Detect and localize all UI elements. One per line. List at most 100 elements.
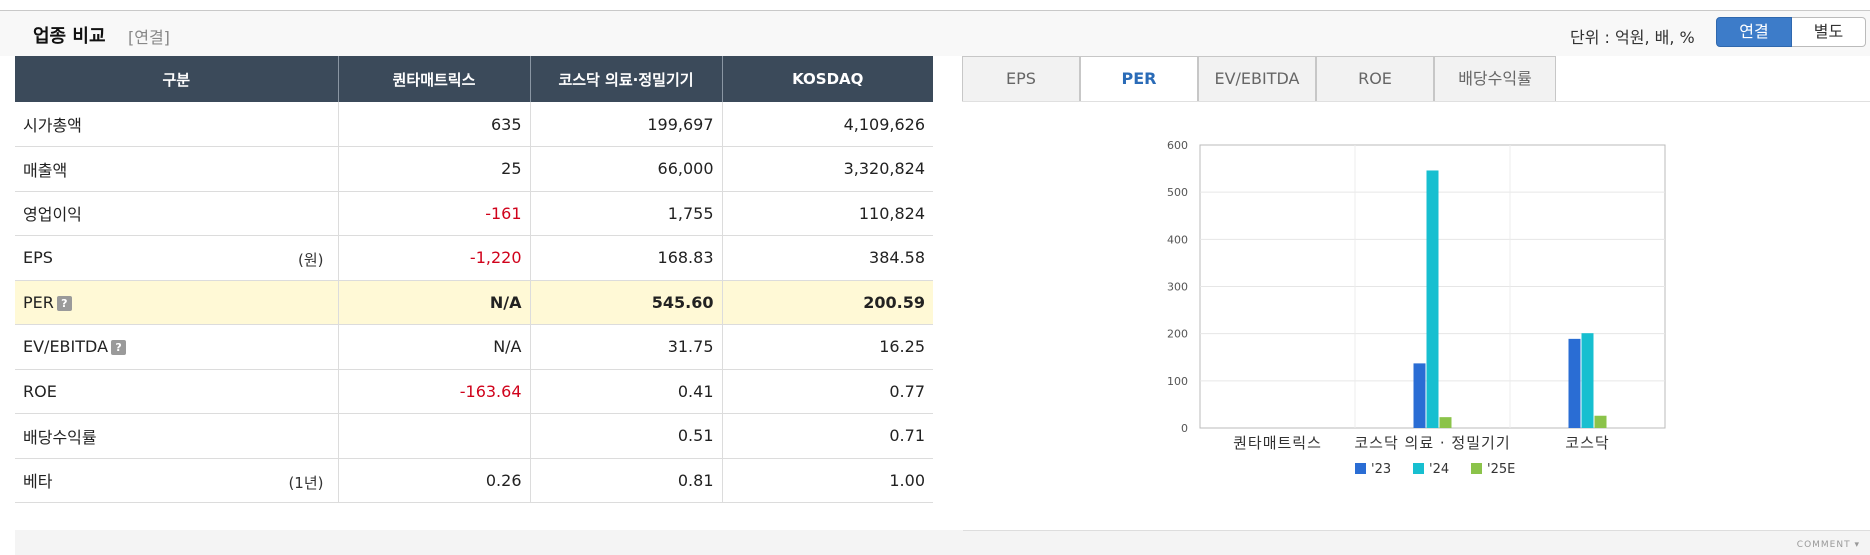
value-cell: 0.51 — [530, 413, 723, 459]
row-label: 영업이익 — [23, 205, 82, 225]
table-row: 영업이익 -161 1,755 110,824 — [15, 191, 933, 236]
value-cell: 110,824 — [722, 191, 933, 236]
table-row: ROE -163.64 0.41 0.77 — [15, 369, 933, 414]
row-label: 매출액 — [23, 160, 68, 180]
row-label: EPS — [23, 248, 53, 268]
y-tick-label: 0 — [1181, 422, 1188, 435]
value-cell: N/A — [338, 324, 531, 370]
table-body: 시가총액 635 199,697 4,109,626 매출액 25 66,000 3,320,… — [15, 102, 933, 503]
tab-dividend-yield[interactable]: 배당수익률 — [1434, 56, 1556, 102]
row-label-cell: 시가총액 — [15, 102, 339, 147]
value-cell: -161 — [338, 191, 531, 236]
value-cell: 0.77 — [722, 369, 933, 414]
row-unit-note: (1년) — [288, 473, 324, 492]
industry-comparison-table: 구분 퀀타매트릭스 코스닥 의료·정밀기기 KOSDAQ 시가총액 635 199,697… — [15, 56, 933, 503]
value-cell: -1,220 — [338, 235, 531, 281]
row-label: PER — [23, 292, 54, 312]
row-label: ROE — [23, 381, 57, 401]
value-cell: 3,320,824 — [722, 146, 933, 192]
bar — [1439, 417, 1452, 428]
tab-evebitda[interactable]: EV/EBITDA — [1198, 56, 1316, 102]
legend-label: '23 — [1371, 462, 1391, 477]
chart-footer-band — [963, 530, 1870, 555]
legend-swatch — [1355, 463, 1366, 474]
x-tick-label: 퀀타매트릭스 — [1233, 434, 1322, 452]
row-label-cell: 배당수익률 — [15, 413, 339, 459]
column-header: KOSDAQ — [722, 56, 933, 102]
table-row: PER? N/A 545.60 200.59 — [15, 280, 933, 325]
value-cell: 66,000 — [530, 146, 723, 192]
value-cell: 200.59 — [722, 280, 933, 325]
value-cell: 16.25 — [722, 324, 933, 370]
value-cell: 199,697 — [530, 102, 723, 147]
row-label-cell: EV/EBITDA? — [15, 324, 339, 370]
row-unit-note: (원) — [297, 251, 324, 269]
table-header-row: 구분 퀀타매트릭스 코스닥 의료·정밀기기 KOSDAQ — [15, 56, 933, 102]
y-tick-label: 100 — [1167, 375, 1188, 388]
legend-label: '25E — [1487, 462, 1515, 477]
bar — [1413, 363, 1426, 428]
value-cell: 0.41 — [530, 369, 723, 414]
legend-label: '24 — [1429, 462, 1449, 477]
table-row: 시가총액 635 199,697 4,109,626 — [15, 102, 933, 147]
section-subtitle: [연결] — [128, 28, 170, 47]
table-row: 매출액 25 66,000 3,320,824 — [15, 146, 933, 192]
per-chart: 0 100 200 300 400 500 600 퀀타매트릭스 코스닥 의료 · 정밀기기 코스… — [1150, 130, 1710, 500]
tab-divider — [962, 101, 1870, 102]
per-chart-svg: 0 100 200 300 400 500 600 퀀타매트릭스 코스닥 의료 · 정밀기기 코스… — [1167, 139, 1666, 477]
row-label: 베타 — [23, 472, 53, 492]
value-cell: 0.81 — [530, 458, 723, 503]
tab-per[interactable]: PER — [1080, 56, 1198, 102]
table-row: EV/EBITDA? N/A 31.75 16.25 — [15, 324, 933, 370]
column-header: 퀀타매트릭스 — [338, 56, 531, 102]
x-tick-label: 코스닥 의료 · 정밀기기 — [1354, 434, 1510, 452]
y-tick-label: 200 — [1167, 328, 1188, 341]
row-label: 시가총액 — [23, 116, 82, 135]
value-cell: 635 — [338, 102, 531, 147]
table-row: 배당수익률 0.51 0.71 — [15, 413, 933, 459]
value-cell: 0.26 — [338, 458, 531, 503]
section-header — [0, 11, 1870, 56]
y-tick-label: 500 — [1167, 186, 1188, 199]
table-row: 베타 (1년) 0.26 0.81 1.00 — [15, 458, 933, 503]
value-cell: 1.00 — [722, 458, 933, 503]
comment-toggle[interactable]: COMMENT ▾ — [1796, 540, 1860, 550]
top-divider — [0, 10, 1870, 11]
bar — [1594, 415, 1607, 428]
bar — [1568, 338, 1581, 428]
row-label-cell: 매출액 — [15, 146, 339, 192]
y-tick-label: 600 — [1167, 139, 1188, 152]
legend-swatch — [1471, 463, 1482, 474]
column-header: 코스닥 의료·정밀기기 — [530, 56, 723, 102]
tab-eps[interactable]: EPS — [962, 56, 1080, 102]
value-cell — [338, 413, 531, 459]
x-tick-label: 코스닥 — [1565, 434, 1609, 452]
value-cell: 545.60 — [530, 280, 723, 325]
value-cell: 168.83 — [530, 235, 723, 281]
row-label-cell: PER? — [15, 280, 339, 325]
section-title: 업종 비교 — [33, 26, 106, 47]
help-icon[interactable]: ? — [56, 295, 72, 311]
value-cell: 384.58 — [722, 235, 933, 281]
value-cell: -163.64 — [338, 369, 531, 414]
table-footer-band — [15, 530, 965, 555]
legend-swatch — [1413, 463, 1424, 474]
value-cell: 25 — [338, 146, 531, 192]
tab-roe[interactable]: ROE — [1316, 56, 1434, 102]
column-header: 구분 — [15, 56, 339, 102]
consolidated-toggle-button[interactable]: 연결 — [1716, 17, 1792, 47]
value-cell: 31.75 — [530, 324, 723, 370]
help-icon[interactable]: ? — [111, 340, 127, 356]
bar — [1581, 333, 1594, 428]
row-label-cell: EPS (원) — [15, 235, 339, 281]
table-row: EPS (원) -1,220 168.83 384.58 — [15, 235, 933, 281]
y-tick-label: 300 — [1167, 281, 1188, 294]
value-cell: N/A — [338, 280, 531, 325]
row-label: EV/EBITDA — [23, 337, 109, 357]
y-tick-label: 400 — [1167, 233, 1188, 246]
row-label-cell: ROE — [15, 369, 339, 414]
bar — [1426, 170, 1439, 428]
value-cell: 1,755 — [530, 191, 723, 236]
row-label-cell: 베타 (1년) — [15, 458, 339, 503]
separate-toggle-button[interactable]: 별도 — [1792, 17, 1866, 47]
